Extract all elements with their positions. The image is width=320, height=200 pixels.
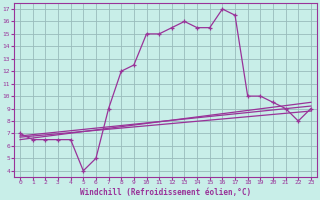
X-axis label: Windchill (Refroidissement éolien,°C): Windchill (Refroidissement éolien,°C) [80,188,251,197]
